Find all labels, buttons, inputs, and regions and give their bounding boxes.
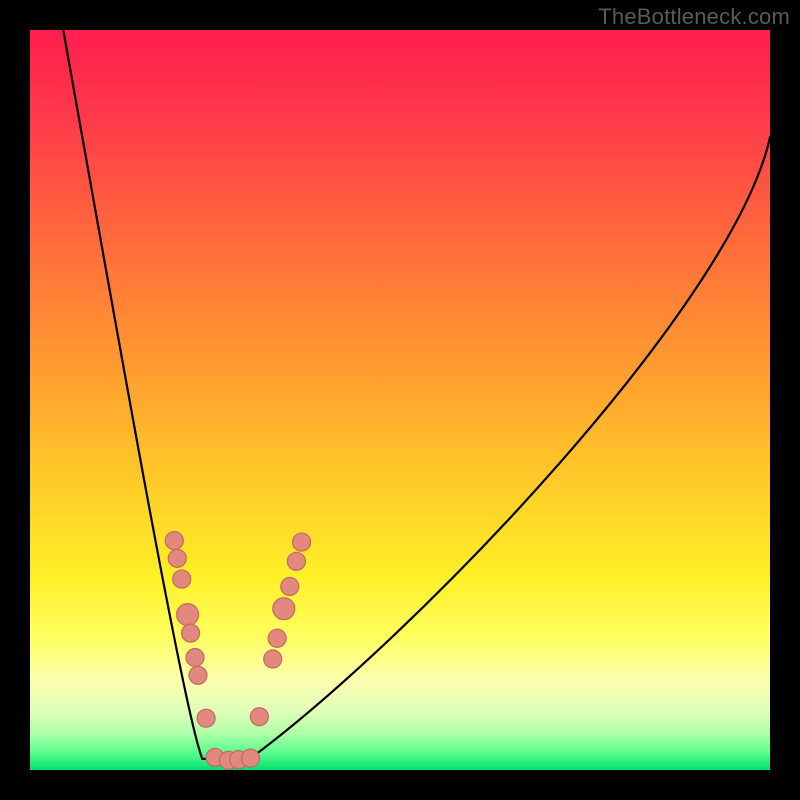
data-marker — [197, 709, 215, 727]
gradient-background — [30, 30, 770, 770]
data-marker — [250, 708, 268, 726]
data-marker — [273, 598, 295, 620]
data-marker — [189, 666, 207, 684]
data-marker — [293, 533, 311, 551]
watermark-text: TheBottleneck.com — [598, 4, 790, 30]
data-marker — [287, 552, 305, 570]
data-marker — [173, 570, 191, 588]
data-marker — [165, 532, 183, 550]
data-marker — [242, 749, 260, 767]
chart-svg — [30, 30, 770, 770]
data-marker — [186, 649, 204, 667]
data-marker — [168, 549, 186, 567]
data-marker — [264, 650, 282, 668]
outer-frame: TheBottleneck.com — [0, 0, 800, 800]
plot-area — [30, 30, 770, 770]
data-marker — [281, 577, 299, 595]
data-marker — [182, 624, 200, 642]
data-marker — [268, 629, 286, 647]
data-marker — [177, 604, 199, 626]
